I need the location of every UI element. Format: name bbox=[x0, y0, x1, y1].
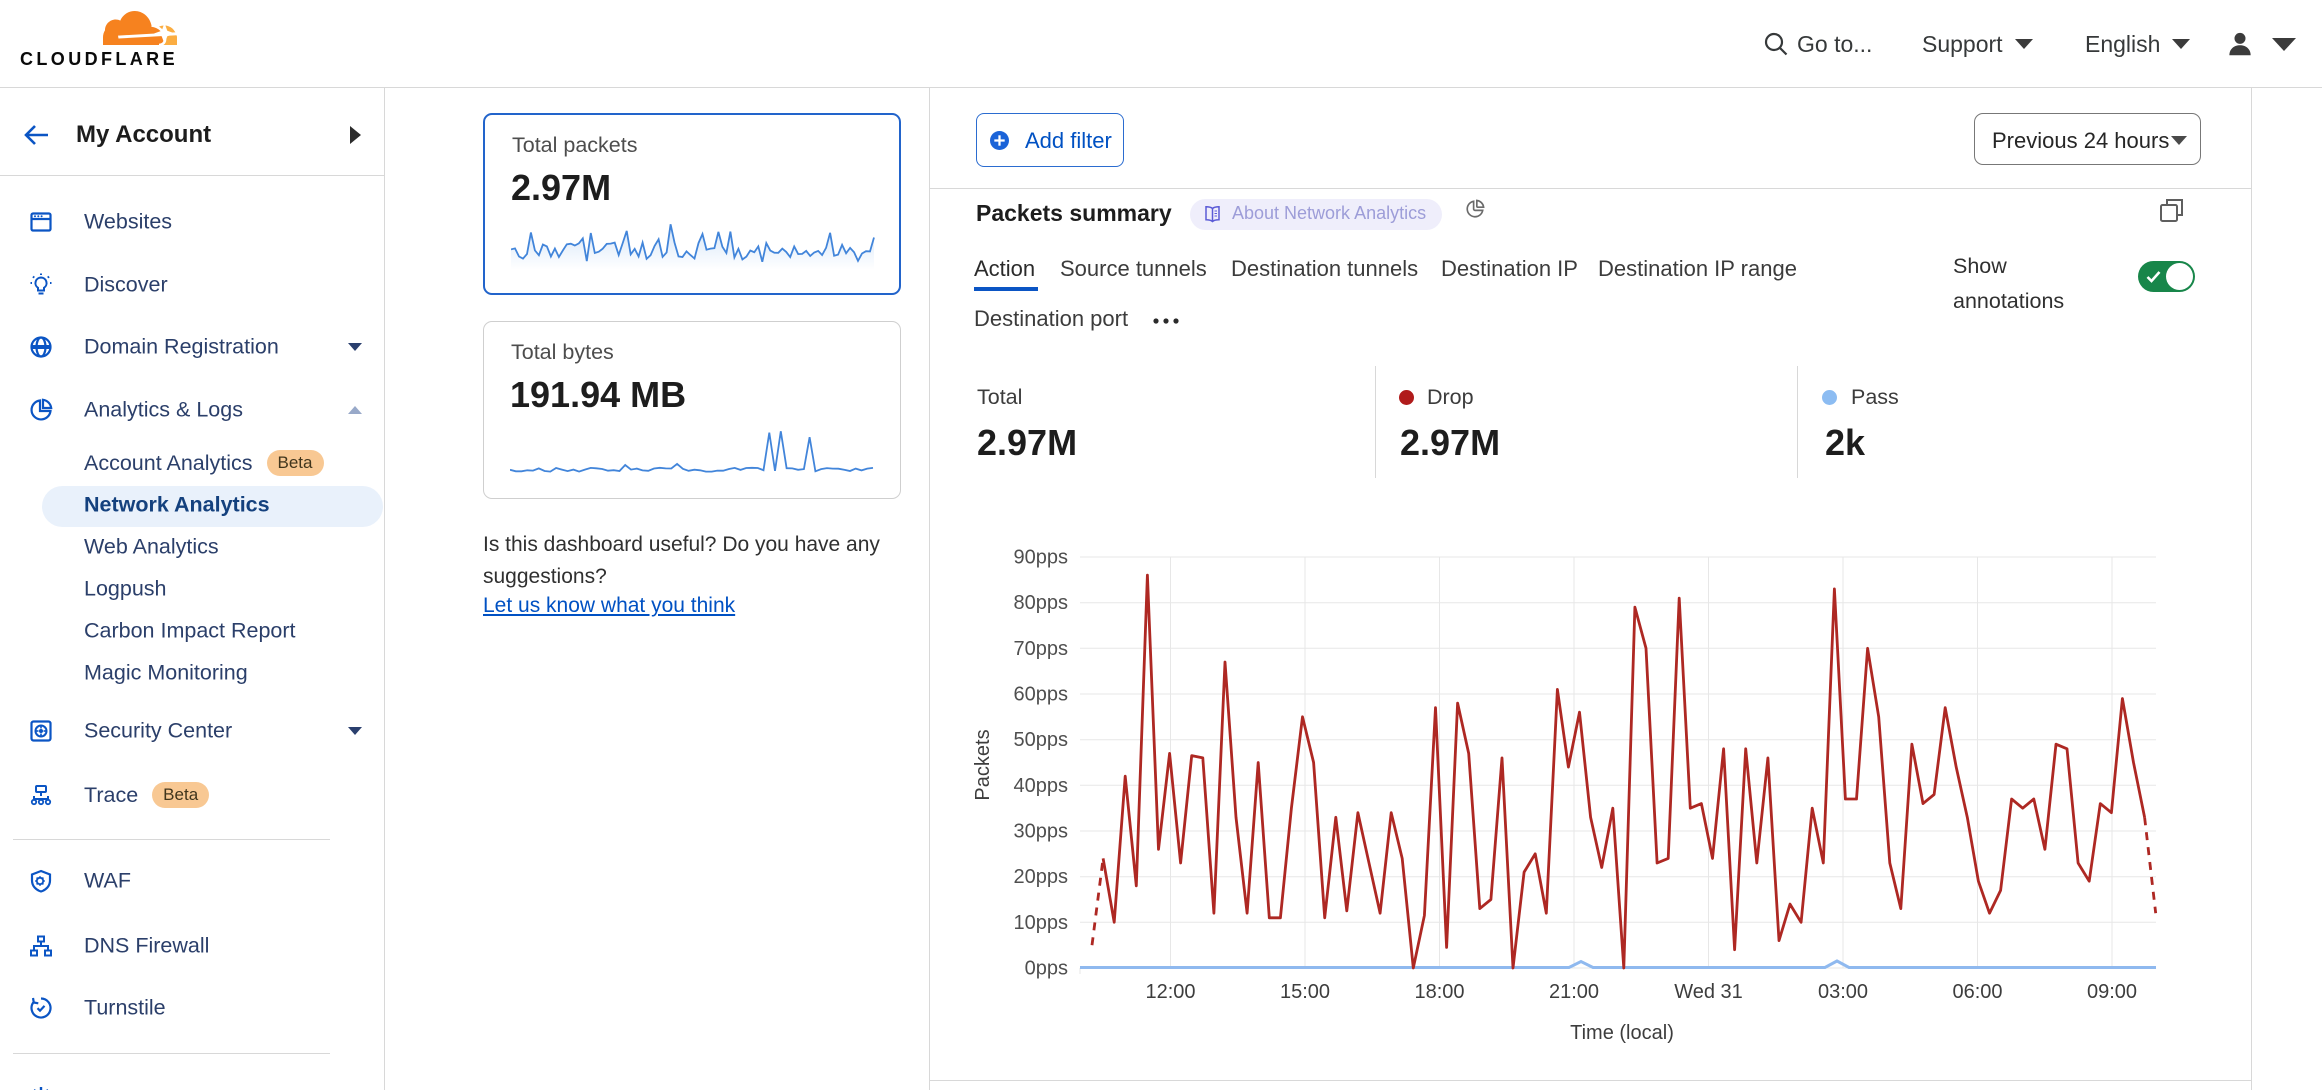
svg-text:12:00: 12:00 bbox=[1145, 981, 1195, 1003]
svg-text:10pps: 10pps bbox=[1014, 912, 1069, 934]
svg-text:40pps: 40pps bbox=[1014, 775, 1069, 797]
svg-text:50pps: 50pps bbox=[1014, 729, 1069, 751]
svg-text:15:00: 15:00 bbox=[1280, 981, 1330, 1003]
svg-text:09:00: 09:00 bbox=[2087, 981, 2137, 1003]
svg-text:Packets: Packets bbox=[972, 729, 994, 800]
svg-text:20pps: 20pps bbox=[1014, 866, 1069, 888]
svg-text:80pps: 80pps bbox=[1014, 592, 1069, 614]
svg-text:18:00: 18:00 bbox=[1414, 981, 1464, 1003]
svg-text:06:00: 06:00 bbox=[1952, 981, 2002, 1003]
svg-text:Time (local): Time (local) bbox=[1570, 1022, 1674, 1044]
svg-text:0pps: 0pps bbox=[1025, 958, 1068, 980]
svg-text:90pps: 90pps bbox=[1014, 547, 1069, 569]
svg-text:03:00: 03:00 bbox=[1818, 981, 1868, 1003]
svg-text:30pps: 30pps bbox=[1014, 821, 1069, 843]
svg-text:Wed 31: Wed 31 bbox=[1674, 981, 1743, 1003]
svg-text:21:00: 21:00 bbox=[1549, 981, 1599, 1003]
svg-text:70pps: 70pps bbox=[1014, 638, 1069, 660]
svg-text:60pps: 60pps bbox=[1014, 684, 1069, 706]
